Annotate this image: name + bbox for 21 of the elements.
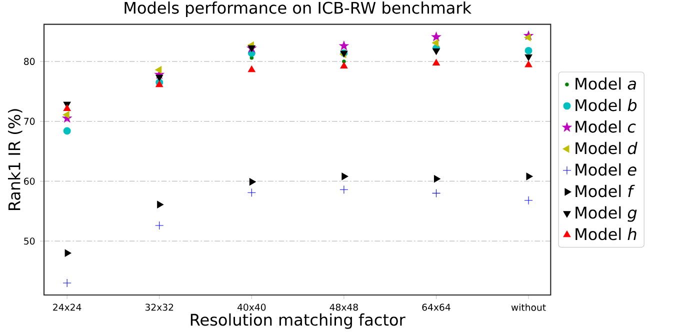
x-tick-label: 40x40 bbox=[237, 304, 266, 311]
x-tick-label: 64x64 bbox=[422, 304, 450, 311]
legend-label: Model b bbox=[576, 98, 637, 112]
legend-label: Model h bbox=[576, 228, 636, 240]
chart-title: Models performance on ICB-RW benchmark bbox=[124, 1, 472, 17]
y-axis-title: Rank1 IR (%) bbox=[8, 109, 22, 210]
x-tick-label: 48x48 bbox=[330, 304, 358, 311]
y-tick-label: 80 bbox=[24, 58, 35, 65]
y-tick-label: 60 bbox=[24, 178, 35, 185]
legend-label: Model c bbox=[576, 120, 636, 133]
y-tick-label: 70 bbox=[24, 118, 35, 125]
legend-label: Model a bbox=[576, 77, 636, 90]
legend-label: Model g bbox=[576, 206, 637, 222]
y-tick-label: 50 bbox=[24, 238, 35, 245]
x-tick-label: 32x32 bbox=[145, 304, 174, 311]
x-axis-title: Resolution matching factor bbox=[190, 313, 406, 329]
legend-label: Model e bbox=[576, 163, 636, 176]
legend-label: Model f bbox=[576, 184, 635, 198]
x-tick-label: without bbox=[511, 304, 546, 311]
legend-label: Model d bbox=[576, 142, 638, 154]
x-tick-label: 24x24 bbox=[53, 304, 82, 311]
